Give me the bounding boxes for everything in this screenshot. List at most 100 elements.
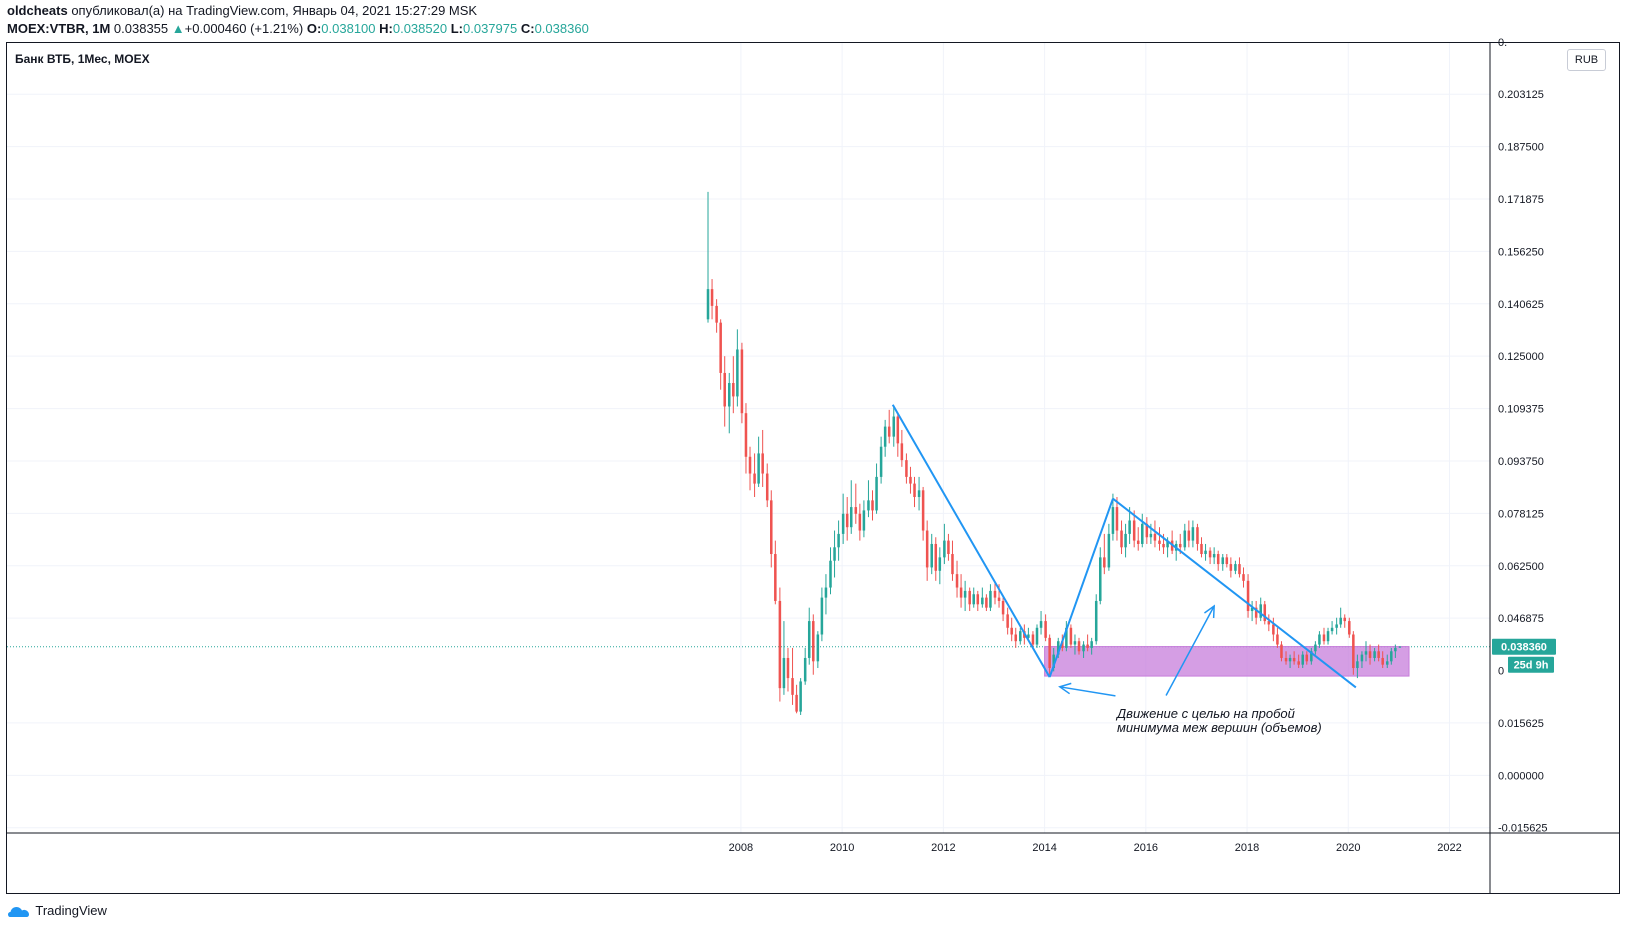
candle [1318, 631, 1321, 648]
candle [1183, 523, 1187, 551]
candle [917, 476, 921, 511]
candle [1132, 510, 1136, 548]
candle-body [951, 554, 954, 575]
candle [1141, 513, 1144, 548]
candle [1196, 523, 1199, 551]
candle [799, 678, 802, 715]
candle-body [744, 413, 748, 457]
candle-body [1052, 654, 1055, 669]
candle [1352, 631, 1355, 675]
candle [1031, 631, 1035, 648]
candle-body [1364, 651, 1368, 655]
candle-body [1208, 550, 1212, 558]
candle [765, 463, 769, 508]
candle-body [715, 305, 718, 323]
candle [854, 483, 858, 524]
last-price-tag-label: 0.038360 [1501, 642, 1547, 654]
candle [1086, 634, 1089, 652]
candle-body [867, 500, 870, 511]
candle-body [845, 513, 849, 528]
low-label: L: [450, 21, 463, 36]
candle [782, 621, 786, 695]
candle-body [1001, 600, 1005, 615]
y-tick-label: 0.000000 [1498, 770, 1544, 782]
candle-body [1272, 624, 1275, 635]
candle-body [934, 543, 938, 571]
candle-body [1166, 540, 1169, 548]
candle-body [909, 476, 912, 484]
candle [1014, 627, 1018, 648]
x-tick-label: 2014 [1032, 842, 1056, 854]
low-value: 0.037975 [463, 21, 518, 36]
candle [1322, 627, 1326, 645]
candle [770, 490, 773, 568]
candle [1200, 537, 1203, 558]
x-tick-label: 2020 [1336, 842, 1360, 854]
candle-body [883, 426, 887, 447]
y-tick-label: 0.125000 [1498, 351, 1544, 363]
publish-info: oldcheats опубликовал(а) на TradingView.… [7, 3, 477, 18]
candle-body [1056, 641, 1060, 655]
arrow [1165, 604, 1215, 696]
candle-body [1343, 617, 1347, 622]
candle-body [1360, 654, 1364, 662]
annotation-text: Движение с целью на пробой минимума меж … [1115, 706, 1322, 735]
grid [7, 43, 1490, 833]
candle-body [955, 574, 959, 588]
ohlc-legend: MOEX:VTBR, 1M 0.038355 ▲+0.000460 (+1.21… [7, 21, 589, 36]
candle [858, 503, 862, 541]
candle [875, 463, 878, 514]
candle [1297, 654, 1300, 669]
candle [1204, 543, 1207, 561]
currency-button[interactable]: RUB [1567, 49, 1606, 71]
candle-body [1314, 644, 1317, 652]
candle [824, 574, 828, 615]
candle-body [782, 657, 786, 689]
x-tick-label: 2012 [931, 842, 955, 854]
candle-body [1019, 631, 1022, 642]
candle-body [993, 590, 997, 598]
footer-brand[interactable]: TradingView [8, 903, 107, 919]
y-tick-label-partial: 0 [1498, 666, 1504, 678]
candle [1158, 527, 1161, 551]
candle [993, 580, 997, 605]
candle [1212, 547, 1216, 565]
y-tick-label: 0.171875 [1498, 194, 1544, 206]
candle-body [976, 594, 980, 605]
candle-body [1178, 543, 1182, 548]
candle-body [740, 349, 744, 414]
candle [1238, 557, 1241, 578]
candle [736, 329, 739, 407]
candle [1335, 617, 1338, 635]
arrow [1058, 682, 1116, 697]
candle [1348, 617, 1351, 638]
candle-body [1242, 574, 1245, 581]
candle-body [1246, 580, 1250, 612]
candle [1001, 597, 1005, 622]
candle-body [1280, 644, 1283, 658]
candle [1385, 654, 1389, 669]
author-name[interactable]: oldcheats [7, 3, 68, 18]
candle-body [1145, 523, 1149, 538]
y-tick-label: 0.156250 [1498, 246, 1544, 258]
candle-body [820, 597, 824, 635]
high-value: 0.038520 [392, 21, 448, 36]
candle [1276, 627, 1279, 648]
candle-body [1339, 617, 1342, 625]
candle-body [938, 557, 942, 571]
candle [1368, 644, 1372, 665]
candle-body [841, 513, 845, 534]
candle-body [1124, 533, 1127, 548]
candle-body [765, 473, 769, 501]
y-tick-label: 0.062500 [1498, 561, 1544, 573]
candle-body [1014, 634, 1018, 642]
candle-body [1044, 621, 1047, 638]
candle-body [719, 322, 722, 373]
candle [778, 587, 782, 702]
candle-body [947, 540, 950, 555]
candle-body [997, 597, 1001, 601]
candle [1390, 647, 1393, 665]
close-value: 0.038360 [534, 21, 589, 36]
candle [761, 429, 764, 487]
